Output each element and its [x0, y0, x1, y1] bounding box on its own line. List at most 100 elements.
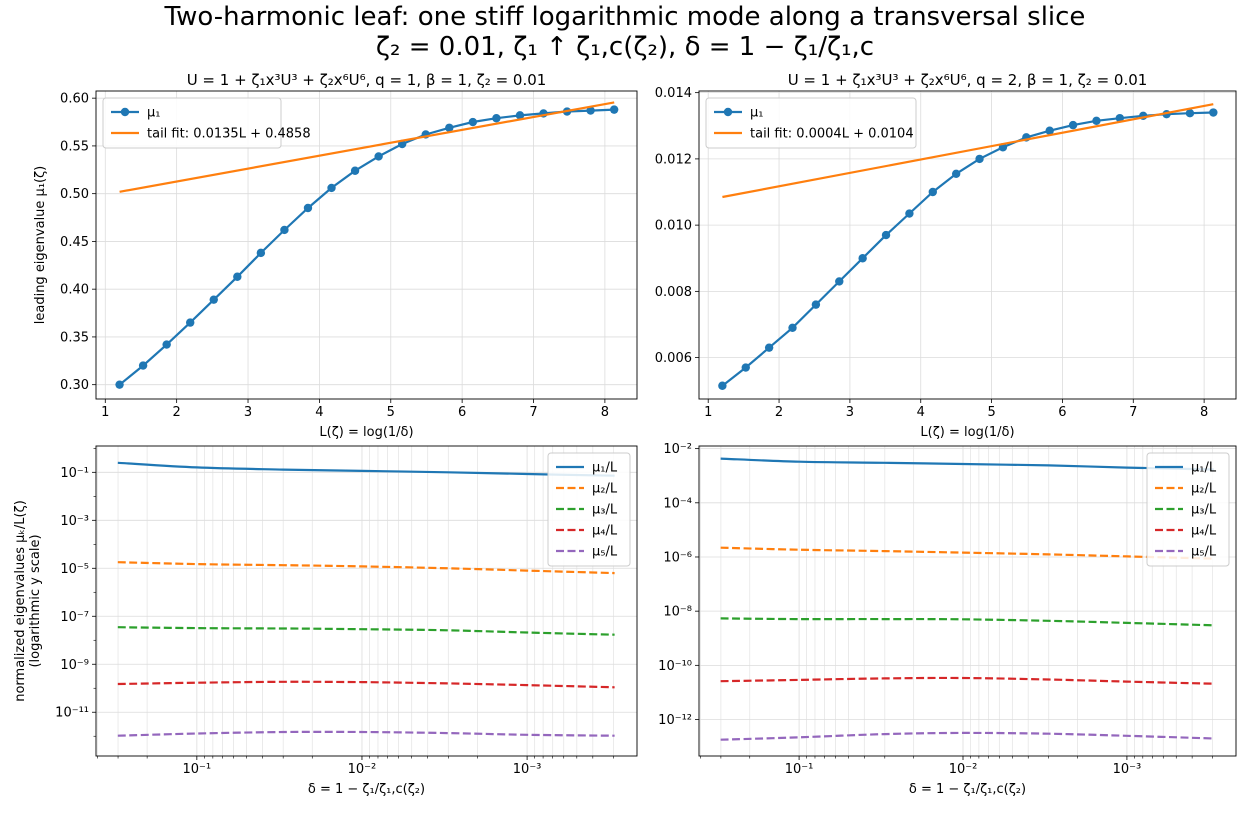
x-axis-label: δ = 1 − ζ₁/ζ₁,c(ζ₂) — [909, 782, 1026, 797]
data-point — [257, 249, 265, 257]
legend-label-3: μ₃/L — [592, 503, 618, 518]
x-tick-label: 2 — [775, 405, 783, 420]
data-point — [742, 363, 750, 371]
legend: μ₁/L μ₂/L μ₃/L μ₄/L μ₅/L — [548, 453, 630, 566]
y-tick-label: 0.012 — [655, 152, 692, 167]
x-tick-label: 1 — [101, 405, 109, 420]
data-point — [469, 118, 477, 126]
y-tick-label: 0.50 — [60, 187, 89, 202]
series-line-1 — [120, 110, 615, 385]
series-line-5 — [118, 732, 615, 736]
series-line-5 — [721, 733, 1214, 740]
x-tick-label: 5 — [387, 405, 395, 420]
y-tick-label: 10⁻¹ — [60, 466, 89, 481]
x-tick-label: 6 — [458, 405, 466, 420]
y-tick-label: 0.008 — [655, 285, 692, 300]
y-axis-label: normalized eigenvalues μₖ/L(ζ) — [13, 500, 28, 702]
data-point — [1209, 108, 1217, 116]
x-tick-label: 7 — [1129, 405, 1137, 420]
legend-label-4: μ₄/L — [1191, 524, 1217, 539]
y-tick-label: 0.30 — [60, 378, 89, 393]
data-point — [1092, 117, 1100, 125]
x-tick-label: 10⁻¹ — [183, 762, 212, 777]
data-point — [858, 254, 866, 262]
y-axis-label: leading eigenvalue μ₁(ζ) — [33, 166, 48, 325]
y-tick-label: 10⁻¹¹ — [55, 706, 89, 721]
x-axis-label: L(ζ) = log(1/δ) — [319, 425, 413, 440]
legend-label-1: μ₁/L — [1191, 461, 1217, 476]
data-point — [162, 340, 170, 348]
legend-label-1: μ₁ — [750, 106, 763, 121]
y-tick-label: 10⁻⁷ — [60, 610, 89, 625]
chart-title: U = 1 + ζ₁x³U³ + ζ₂x⁶U⁶, q = 1, β = 1, ζ… — [187, 71, 547, 89]
x-axis-label: L(ζ) = log(1/δ) — [920, 425, 1014, 440]
x-tick-label: 1 — [704, 405, 712, 420]
series-line-3 — [118, 627, 615, 635]
x-tick-label: 4 — [917, 405, 925, 420]
y-tick-label: 0.45 — [60, 235, 89, 250]
data-point — [765, 343, 773, 351]
x-tick-label: 2 — [173, 405, 181, 420]
legend: μ₁ tail fit: 0.0135L + 0.4858 — [103, 98, 311, 148]
y-tick-label: 10⁻⁵ — [60, 562, 89, 577]
data-point — [788, 324, 796, 332]
x-tick-label: 8 — [601, 405, 609, 420]
data-point — [280, 226, 288, 234]
data-point — [492, 114, 500, 122]
legend-label-2: tail fit: 0.0135L + 0.4858 — [147, 127, 311, 142]
legend-label-3: μ₃/L — [1191, 503, 1217, 518]
series-line-1 — [118, 463, 615, 476]
x-tick-label: 10⁻¹ — [785, 762, 814, 777]
chart-panel-2: 1 2 3 4 5 6 7 8 0.006 0.008 0.010 0.012 0.014 U = 1 +… — [655, 71, 1236, 440]
y-tick-label: 0.55 — [60, 139, 89, 154]
chart-panel-4: 10⁻¹ 10⁻² 10⁻³ 10⁻¹² 10⁻¹⁰ 10⁻⁸ 10⁻⁶ 10⁻⁴ 10⁻² δ … — [658, 442, 1236, 797]
data-point — [835, 277, 843, 285]
data-point — [139, 361, 147, 369]
legend-label-1: μ₁ — [147, 106, 160, 121]
y-tick-label: 0.006 — [655, 351, 692, 366]
y-tick-label: 10⁻⁴ — [663, 496, 692, 511]
data-point — [1069, 121, 1077, 129]
data-point — [374, 152, 382, 160]
chart-panel-1: 1 2 3 4 5 6 7 8 0.30 0.35 0.40 0.45 0.50 0.55 0.60 U = … — [33, 71, 637, 440]
x-tick-label: 3 — [846, 405, 854, 420]
y-tick-label: 0.60 — [60, 92, 89, 107]
series-line-2 — [118, 562, 615, 573]
y-tick-label: 10⁻⁶ — [663, 550, 692, 565]
figure-title-line2: ζ₂ = 0.01, ζ₁ ↑ ζ₁,c(ζ₂), δ = 1 − ζ₁/ζ₁,… — [376, 32, 874, 62]
y-tick-label: 0.014 — [655, 86, 692, 101]
x-tick-label: 10⁻² — [348, 762, 377, 777]
x-tick-label: 8 — [1200, 405, 1208, 420]
data-point — [975, 155, 983, 163]
data-point — [882, 231, 890, 239]
chart-panel-3: 10⁻¹ 10⁻² 10⁻³ 10⁻¹¹ 10⁻⁹ 10⁻⁷ 10⁻⁵ 10⁻³ 10⁻¹ δ =… — [13, 446, 637, 797]
legend: μ₁/L μ₂/L μ₃/L μ₄/L μ₅/L — [1147, 453, 1229, 566]
y-tick-label: 10⁻³ — [60, 514, 89, 529]
legend-marker — [724, 108, 732, 116]
y-tick-label: 0.40 — [60, 283, 89, 298]
series-line-1 — [722, 113, 1213, 386]
legend-label-4: μ₄/L — [592, 524, 618, 539]
series-line-4 — [721, 678, 1214, 684]
chart-title: U = 1 + ζ₁x³U³ + ζ₂x⁶U⁶, q = 2, β = 1, ζ… — [788, 71, 1148, 89]
x-axis-label: δ = 1 − ζ₁/ζ₁,c(ζ₂) — [308, 782, 425, 797]
data-point — [304, 204, 312, 212]
y-tick-label: 0.010 — [655, 219, 692, 234]
x-tick-label: 10⁻² — [949, 762, 978, 777]
data-point — [812, 300, 820, 308]
data-point — [327, 184, 335, 192]
figure-title-line1: Two-harmonic leaf: one stiff logarithmic… — [164, 2, 1086, 32]
y-tick-label: 10⁻¹² — [658, 713, 692, 728]
series-group — [118, 463, 615, 736]
x-tick-label: 5 — [987, 405, 995, 420]
data-point — [718, 382, 726, 390]
data-point — [115, 380, 123, 388]
data-point — [905, 209, 913, 217]
y-tick-label: 10⁻⁸ — [663, 605, 692, 620]
y-tick-label: 10⁻⁹ — [60, 658, 89, 673]
legend-marker — [121, 108, 129, 116]
data-point — [210, 295, 218, 303]
y-tick-label: 10⁻¹⁰ — [658, 659, 692, 674]
x-tick-label: 4 — [315, 405, 323, 420]
x-tick-label: 6 — [1058, 405, 1066, 420]
